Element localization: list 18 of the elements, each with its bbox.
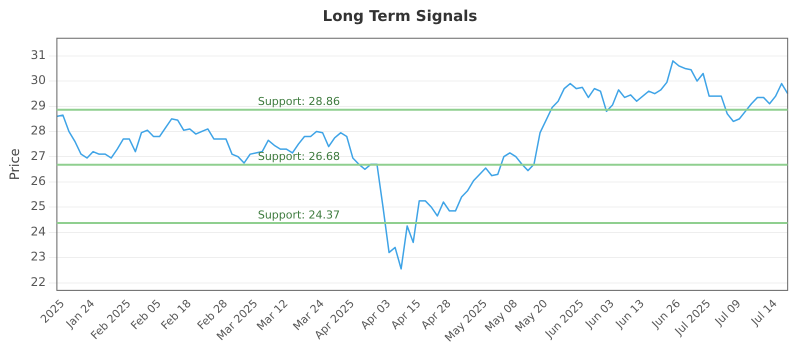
y-tick-label: 26: [30, 174, 46, 188]
y-tick-label: 22: [30, 274, 46, 289]
y-tick-label: 24: [30, 224, 46, 238]
x-tick-label: Jul 09: [712, 296, 744, 329]
y-tick-label: 29: [30, 98, 46, 112]
x-tick-label: Feb 18: [158, 296, 194, 332]
y-tick-label: 30: [30, 73, 46, 88]
y-axis-title: Price: [8, 148, 24, 180]
chart-title: Long Term Signals: [322, 6, 478, 27]
ref-line-label: Support: 24.37: [258, 208, 340, 222]
y-tick-label: 25: [30, 199, 46, 214]
ref-line-label: Support: 26.68: [258, 150, 340, 164]
y-tick-label: 28: [30, 124, 46, 138]
y-tick-label: 27: [30, 148, 46, 163]
y-tick-label: 31: [30, 48, 46, 62]
ref-line-label: Support: 28.86: [258, 95, 340, 108]
x-tick-label: Jul 14: [748, 296, 780, 329]
y-tick-label: 23: [30, 250, 46, 264]
